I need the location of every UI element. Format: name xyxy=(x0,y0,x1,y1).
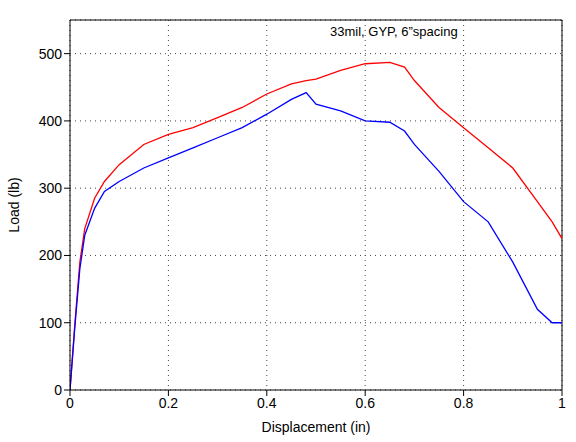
svg-text:0.4: 0.4 xyxy=(257,395,277,411)
svg-text:400: 400 xyxy=(39,113,63,129)
html-text:33mil, GYP, 6”spacing: 33mil, GYP, 6”spacing xyxy=(330,24,458,39)
svg-text:0.8: 0.8 xyxy=(454,395,474,411)
svg-text:0.6: 0.6 xyxy=(355,395,375,411)
svg-text:0.2: 0.2 xyxy=(159,395,179,411)
svg-text:100: 100 xyxy=(39,315,63,331)
svg-text:1: 1 xyxy=(558,395,566,411)
svg-text:200: 200 xyxy=(39,247,63,263)
svg-text:0: 0 xyxy=(66,395,74,411)
svg-text:300: 300 xyxy=(39,180,63,196)
svg-text:500: 500 xyxy=(39,46,63,62)
svg-text:Displacement (in): Displacement (in) xyxy=(262,419,371,435)
svg-text:0: 0 xyxy=(54,382,62,398)
svg-text:Load (lb): Load (lb) xyxy=(6,177,22,232)
